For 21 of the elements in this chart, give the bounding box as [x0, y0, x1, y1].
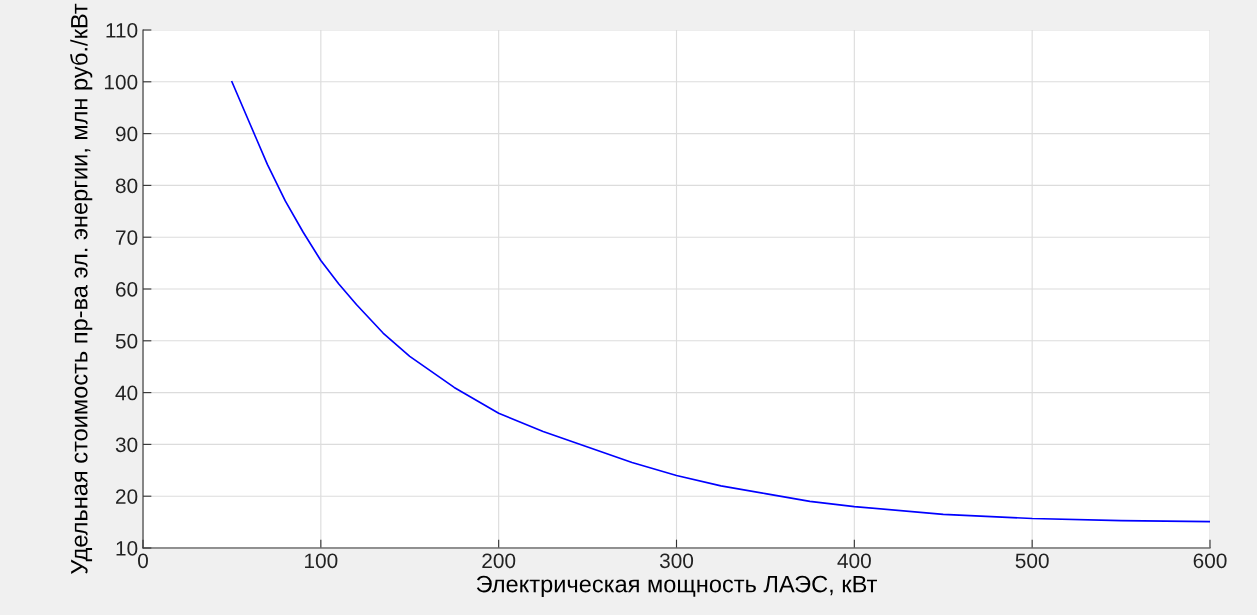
y-tick-label: 90 [115, 126, 138, 142]
x-tick-label: 500 [1015, 553, 1049, 569]
y-tick-label: 110 [106, 23, 138, 38]
x-tick-label: 600 [1193, 553, 1227, 569]
x-tick-label: 100 [305, 553, 338, 569]
y-tick-label: 60 [116, 282, 138, 297]
y-tick-label: 10 [116, 541, 138, 556]
x-tick-label: 400 [837, 553, 871, 569]
x-tick-label: 200 [482, 553, 516, 569]
x-axis-title: Электрическая мощность ЛАЭС, кВт [476, 575, 877, 598]
y-tick-label: 100 [104, 74, 138, 90]
y-tick-label: 40 [115, 385, 138, 401]
y-axis-title: Удельная стоимость пр-ва эл. энергии, млн руб./кВт [70, 3, 93, 574]
y-tick-label: 50 [115, 333, 138, 349]
y-tick-label: 70 [116, 230, 138, 245]
x-tick-label: 0 [138, 553, 148, 569]
y-tick-label: 30 [115, 437, 138, 453]
y-tick-label: 80 [115, 178, 138, 194]
line-series [231, 80, 1210, 523]
y-tick-label: 20 [116, 489, 138, 504]
x-tick-label: 300 [659, 553, 694, 569]
